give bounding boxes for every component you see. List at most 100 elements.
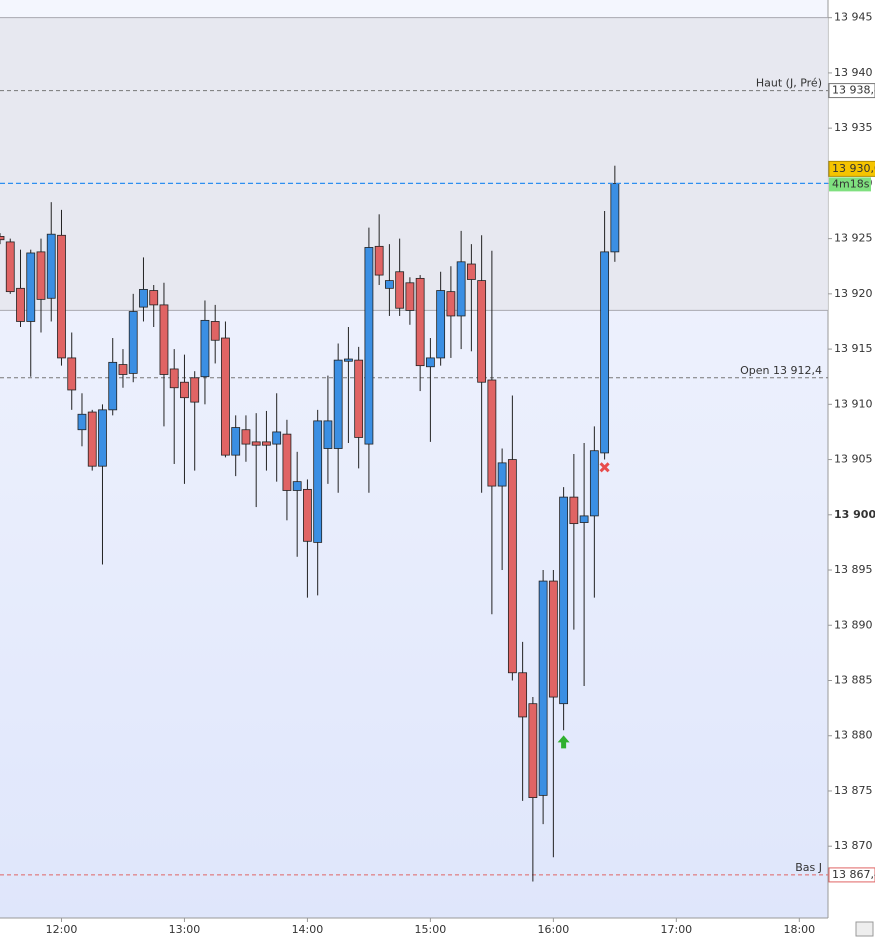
candle-body [600,251,610,454]
candle-body [57,234,66,359]
y-tick-label: 13 945 [834,11,873,24]
candle-body [36,251,46,300]
candle-body [323,420,333,449]
candle-body [313,420,323,543]
candle-body [354,359,364,438]
candle-body [589,450,599,517]
x-tick-label: 16:00 [538,923,570,936]
axis-background [0,918,828,938]
level-tag [828,867,875,883]
candle-body [251,441,261,446]
timer-tag [829,177,871,192]
corner-button[interactable] [855,921,874,937]
candle-body [292,481,302,491]
candle-body [385,280,394,289]
y-tick-label: 13 870 [834,839,873,852]
candle-body [405,282,415,311]
x-tick-label: 15:00 [415,923,447,936]
candle-body [436,290,446,359]
y-tick-label: 13 890 [834,618,873,631]
candle-body [210,321,220,341]
candle-body [282,433,292,491]
candle-body [262,441,271,446]
candle-body [364,247,374,445]
candle-body [87,411,97,467]
candle-body [528,703,538,798]
level-name: Open 13 912,4 [740,364,822,377]
x-tick-label: 13:00 [169,923,201,936]
candle-body [610,182,620,253]
candle-body [497,462,507,487]
candle-body [200,319,210,378]
shaded-zone [0,17,828,311]
level-name: Bas J [795,861,822,874]
candle-body [190,377,200,403]
candle-body [26,252,36,322]
candle-body [77,413,87,431]
candle-body [149,290,159,306]
y-tick-label: 13 895 [834,563,873,576]
y-tick-label: 13 885 [834,673,873,686]
candle-body [221,337,230,456]
y-tick-label: 13 905 [834,453,873,466]
candle-body [374,245,384,276]
candle-body [46,233,56,299]
candle-body [272,431,282,445]
candle-body [108,361,118,411]
candle-body [16,287,25,322]
candle-body [518,672,528,718]
candle-body [395,271,405,309]
candle-body [241,429,251,445]
candle-body [548,580,558,698]
candle-body [579,515,589,523]
y-tick-label: 13 900 [834,508,875,521]
level-value: 13 938,4 [832,84,875,97]
candle-body [0,236,5,241]
candle-body [98,409,107,467]
y-tick-label: 13 935 [834,121,873,134]
candle-body [507,459,517,674]
x-tick-label: 14:00 [292,923,324,936]
candle-body [487,379,497,487]
exit-marker [599,462,610,473]
candle-body [477,280,487,383]
x-tick-label: 12:00 [46,923,78,936]
y-tick-label: 13 925 [834,232,873,245]
candle-body [159,304,169,375]
candle-body [456,261,466,317]
y-tick-label: 13 915 [834,342,873,355]
candle-body [538,580,548,796]
candle-body [344,358,353,362]
x-tick-label: 17:00 [660,923,692,936]
level-tag [828,83,875,99]
candle-body [67,357,77,391]
candle-body [559,496,569,705]
candle-body [425,357,435,368]
candle-body [569,496,579,525]
y-tick-label: 13 875 [834,784,873,797]
buy-marker [557,735,570,749]
y-tick-label: 13 920 [834,287,873,300]
last-price-label: 13 930,0 [832,162,875,175]
candle-body [231,427,241,456]
last-price-tag [828,160,875,177]
candle-body [415,277,425,367]
y-tick-label: 13 910 [834,397,873,410]
candle-body [139,289,148,308]
candle-body [180,381,189,399]
candle-body [5,241,15,293]
y-tick-label: 13 940 [834,66,873,79]
candle-body [118,364,128,375]
candle-body [169,368,179,389]
x-tick-label: 18:00 [783,923,815,936]
candle-body [466,263,476,280]
candle-body [303,488,312,542]
timer-label: 4m18s [832,177,870,190]
level-name: Haut (J, Pré) [756,77,822,90]
y-tick-label: 13 880 [834,729,873,742]
level-value: 13 867,4 [832,868,875,881]
candle-body [333,359,343,449]
axis-background [828,0,875,938]
candle-body [128,311,138,374]
